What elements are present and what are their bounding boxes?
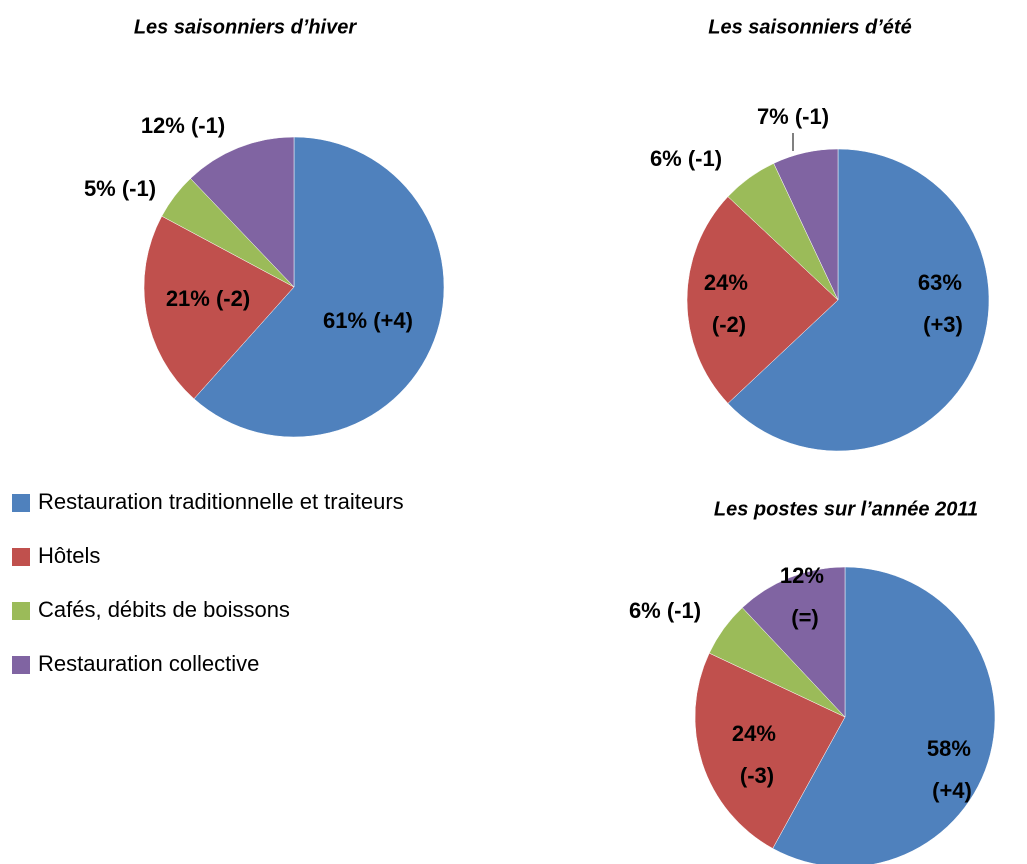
data-label: 24% (-2): [704, 270, 754, 337]
data-label: 63% (+3): [918, 270, 968, 337]
data-label-line: 12%: [780, 563, 830, 588]
chart-title: Les postes sur l’année 2011: [714, 498, 978, 520]
data-label: 58% (+4): [927, 736, 977, 803]
data-label-line: (+3): [923, 312, 963, 337]
data-label: 24% (-3): [732, 721, 782, 788]
data-label: 6% (-1): [629, 598, 701, 623]
legend-label: Cafés, débits de boissons: [38, 597, 290, 622]
pie-slice: [190, 136, 295, 288]
data-label-line: 58%: [927, 736, 977, 761]
chart-title: Les saisonniers d’hiver: [134, 16, 358, 38]
data-label-line: 63%: [918, 270, 968, 295]
data-label-line: (-3): [740, 763, 774, 788]
data-label: 12% (=): [780, 563, 830, 630]
chart-title: Les saisonniers d’été: [708, 16, 911, 38]
legend-swatch: [12, 494, 30, 512]
data-label-line: 24%: [704, 270, 754, 295]
data-label: 12% (-1): [141, 113, 225, 138]
data-label: 5% (-1): [84, 176, 156, 201]
legend-swatch: [12, 602, 30, 620]
pie-slice: [193, 136, 445, 438]
legend-swatch: [12, 656, 30, 674]
data-label: 6% (-1): [650, 146, 722, 171]
pie-slice: [694, 652, 846, 849]
legend-label: Hôtels: [38, 543, 100, 568]
pie-slice: [143, 215, 295, 400]
data-label-line: (+4): [932, 778, 972, 803]
data-label: 7% (-1): [757, 104, 829, 129]
data-label-line: (=): [791, 605, 819, 630]
data-label: 61% (+4): [323, 308, 413, 333]
data-label-line: 24%: [732, 721, 782, 746]
legend-label: Restauration traditionnelle et traiteurs: [38, 489, 404, 514]
legend-swatch: [12, 548, 30, 566]
legend-label: Restauration collective: [38, 651, 259, 676]
pie-slice: [773, 148, 839, 301]
pie-slice: [741, 566, 846, 718]
pie-slice: [772, 566, 996, 864]
data-label-line: (-2): [712, 312, 746, 337]
data-label: 21% (-2): [166, 286, 250, 311]
pie-slice: [727, 148, 990, 452]
pie-slice: [686, 196, 839, 404]
